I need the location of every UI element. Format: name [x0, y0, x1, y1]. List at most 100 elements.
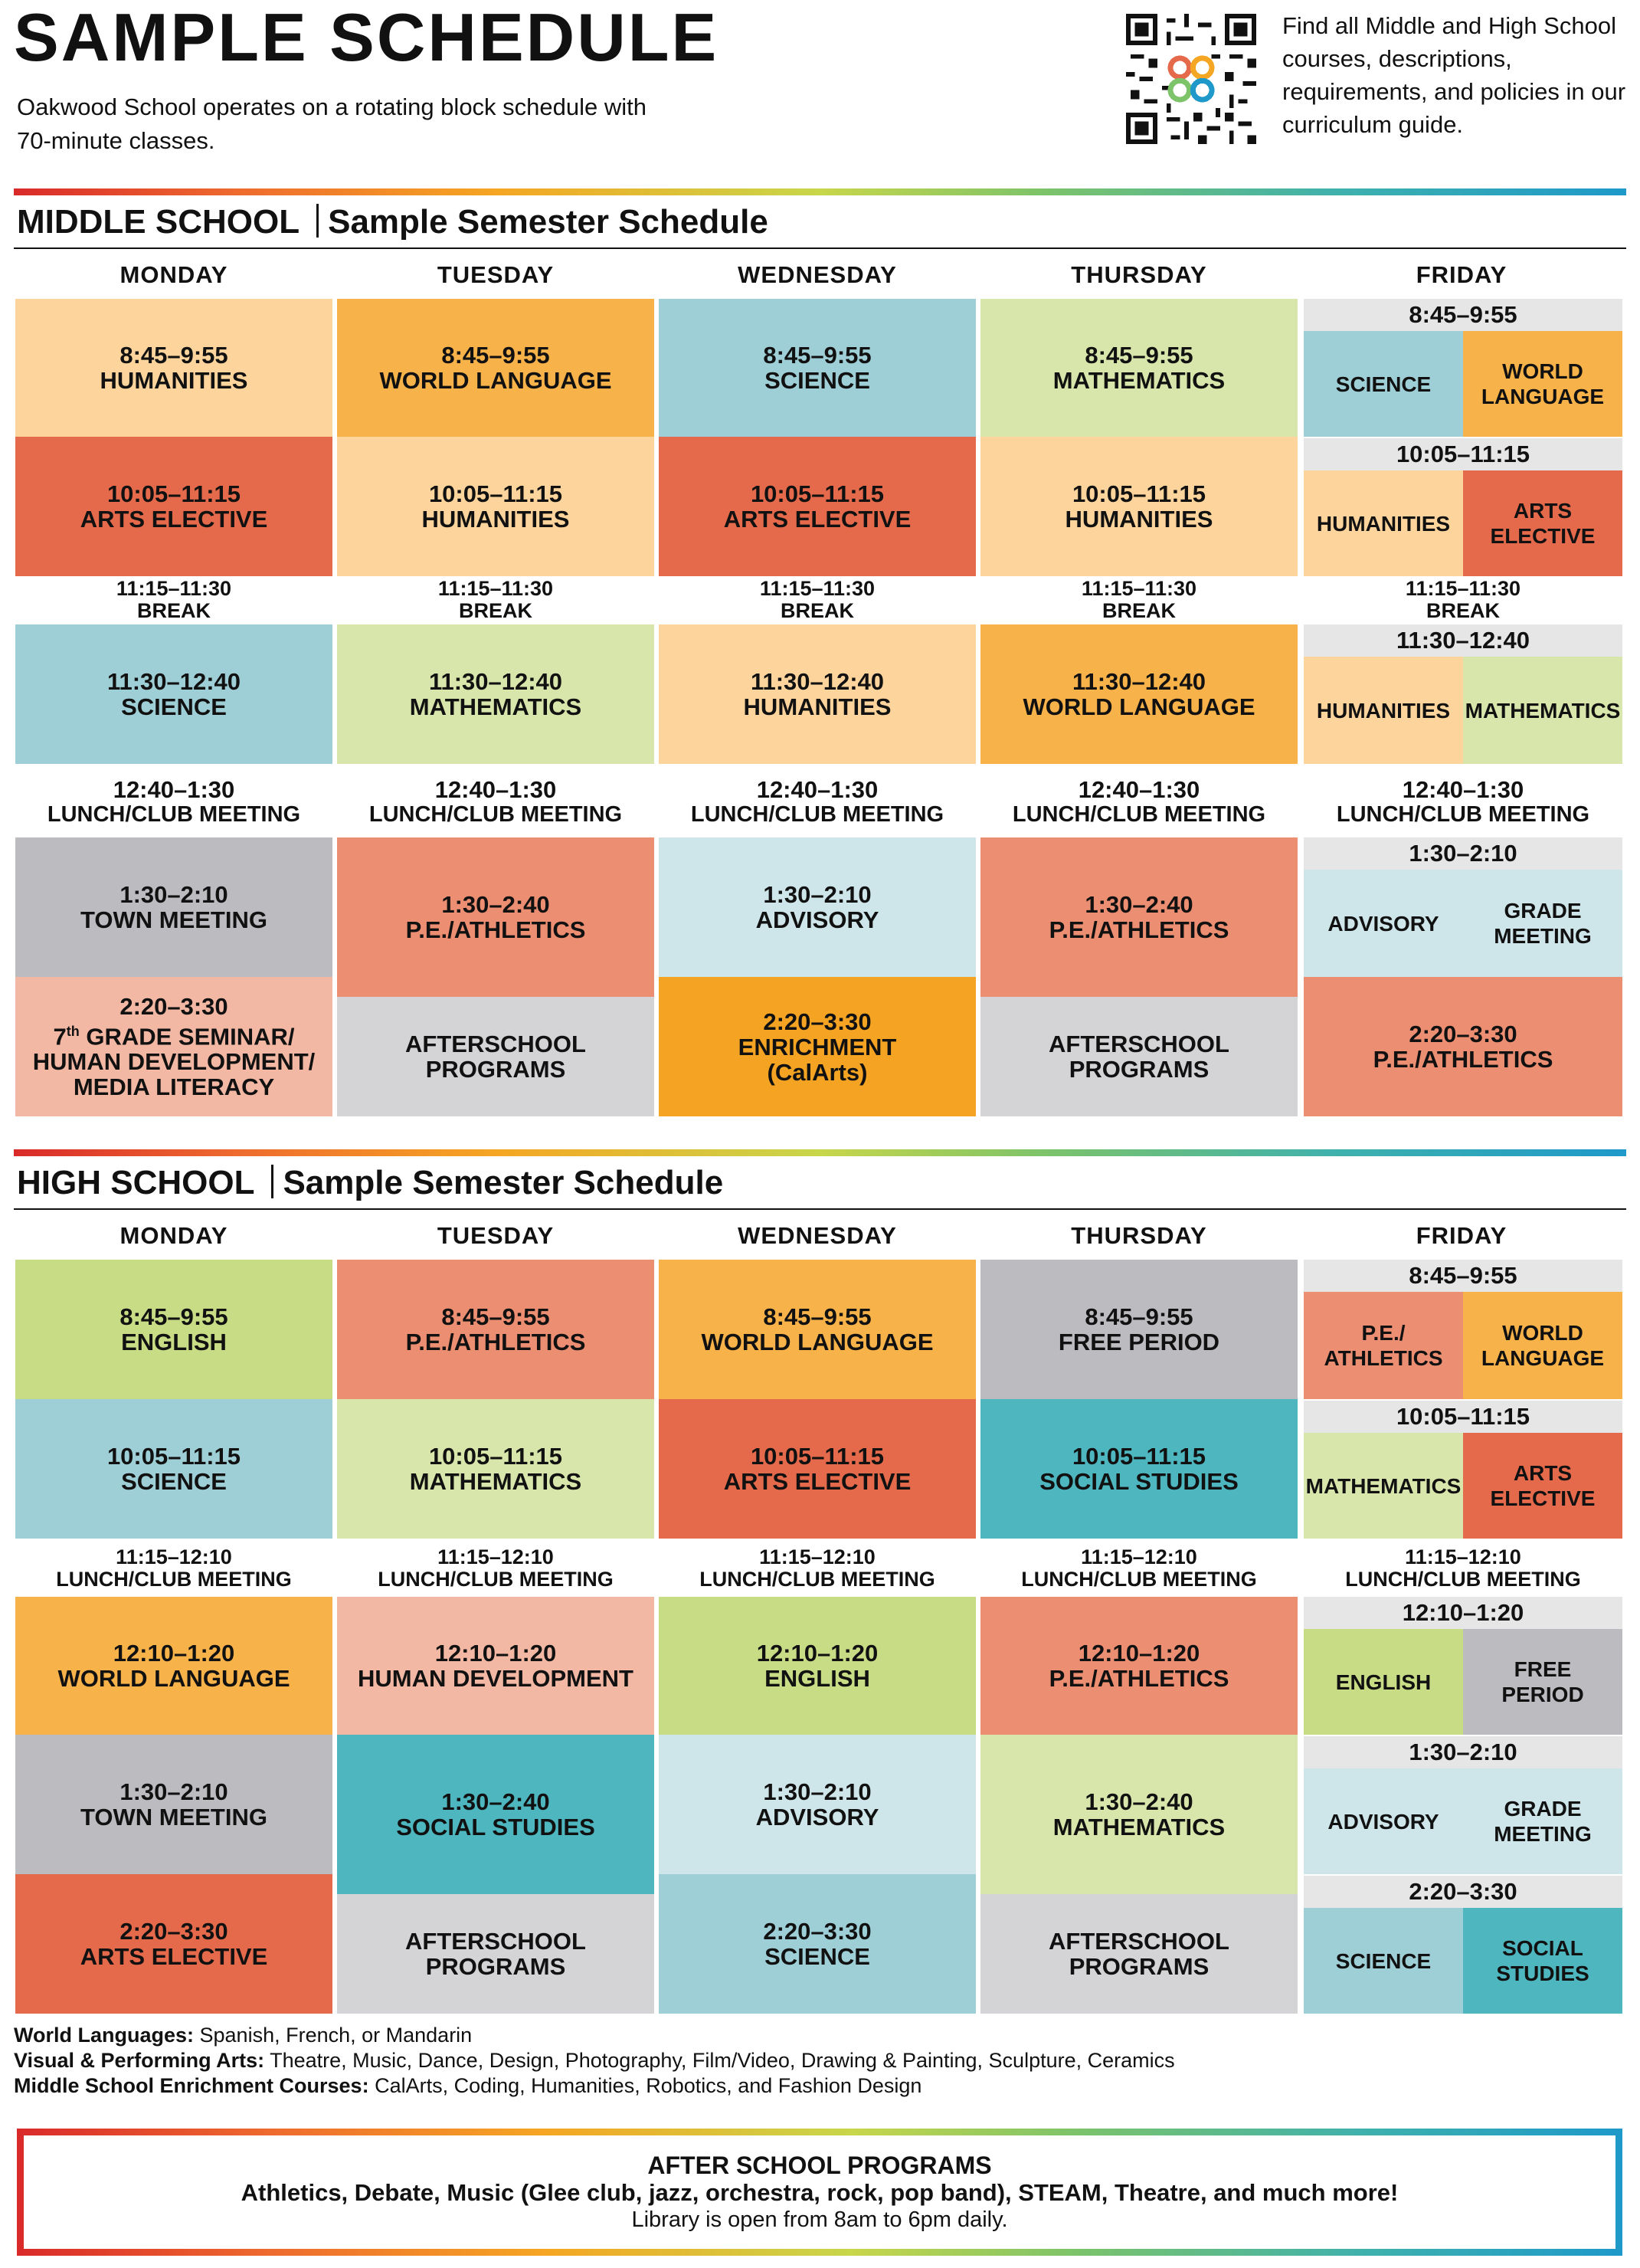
friday-time-header: 1:30–2:10 — [1304, 1736, 1622, 1768]
block-time: 8:45–9:55 — [763, 342, 872, 369]
split-block-left: MATHEMATICS — [1304, 1433, 1463, 1539]
split-block-right: SOCIAL STUDIES — [1463, 1908, 1622, 2014]
block-time: 10:05–11:15 — [750, 480, 885, 507]
day-header-friday: FRIDAY — [1416, 261, 1507, 288]
after-school-banner-inner: AFTER SCHOOL PROGRAMS Athletics, Debate,… — [24, 2135, 1615, 2249]
break-label: 11:15–11:30 BREAK — [659, 578, 976, 622]
day-header-wednesday: WEDNESDAY — [738, 261, 897, 288]
afterschool-block: AFTERSCHOOL PROGRAMS — [337, 997, 654, 1116]
block-time: 12:10–1:20 — [1078, 1640, 1200, 1667]
after-school-program-list: Athletics, Debate, Music (Glee club, jaz… — [241, 2179, 1399, 2206]
block-time: 8:45–9:55 — [441, 342, 550, 369]
block-subject: TOWN MEETING — [80, 906, 267, 933]
afterschool-block: AFTERSCHOOL PROGRAMS — [980, 997, 1298, 1116]
afterschool-block: AFTERSCHOOL PROGRAMS — [337, 1894, 654, 2014]
block-subject: HUMANITIES — [100, 367, 248, 394]
block-time: 8:45–9:55 — [1085, 1303, 1193, 1330]
block-time: 11:30–12:40 — [1072, 668, 1206, 695]
block-time: 10:05–11:15 — [106, 1443, 241, 1470]
block-time: 1:30–2:10 — [119, 1778, 228, 1805]
lunch-label: 12:40–1:30 LUNCH/CLUB MEETING — [980, 774, 1298, 829]
block-subject: HUMANITIES — [743, 693, 892, 720]
lunch-time: 12:40–1:30 — [434, 775, 557, 803]
block-subject: SCIENCE — [121, 1468, 227, 1495]
class-block: 2:20–3:30 SCIENCE — [659, 1874, 976, 2014]
block-subject: MATHEMATICS — [409, 1468, 582, 1495]
break-label: 11:15–11:30 BREAK — [15, 578, 332, 622]
block-time: 1:30–2:10 — [119, 881, 228, 908]
block-time: 2:20–3:30 — [1409, 1021, 1517, 1047]
day-header-friday: FRIDAY — [1416, 1222, 1507, 1249]
class-block: 8:45–9:55 WORLD LANGUAGE — [659, 1260, 976, 1399]
class-block: 8:45–9:55 ENGLISH — [15, 1260, 332, 1399]
block-subject: P.E./ATHLETICS — [405, 1329, 586, 1355]
after-school-banner: AFTER SCHOOL PROGRAMS Athletics, Debate,… — [17, 2129, 1622, 2256]
block-subject: ADVISORY — [755, 1804, 879, 1830]
break-name: BREAK — [136, 599, 211, 622]
section-rule — [14, 1208, 1626, 1210]
lunch-name: LUNCH/CLUB MEETING — [56, 1568, 292, 1591]
qr-code-icon[interactable] — [1126, 14, 1256, 144]
block-subject: ADVISORY — [755, 906, 879, 933]
curriculum-guide-text: Find all Middle and High School courses,… — [1282, 12, 1626, 138]
block-subject: TOWN MEETING — [80, 1804, 267, 1830]
split-block-left: SCIENCE — [1304, 331, 1463, 437]
lunch-label: 11:15–12:10 LUNCH/CLUB MEETING — [337, 1542, 654, 1595]
section-rule — [14, 247, 1626, 249]
day-header-monday: MONDAY — [119, 261, 228, 288]
note-label: World Languages: — [14, 2024, 195, 2047]
break-name: BREAK — [458, 599, 532, 622]
block-time: 8:45–9:55 — [441, 1303, 550, 1330]
split-block-right: ARTS ELECTIVE — [1463, 1433, 1622, 1539]
class-block: 8:45–9:55 FREE PERIOD — [980, 1260, 1298, 1399]
friday-time-header: 11:30–12:40 — [1304, 624, 1622, 657]
split-block-right: WORLD LANGUAGE — [1463, 1292, 1622, 1399]
split-block-right: GRADE MEETING — [1463, 870, 1622, 977]
break-time: 11:15–11:30 — [759, 577, 876, 600]
title-separator — [271, 1165, 274, 1198]
break-time: 11:15–11:30 — [1081, 577, 1197, 600]
class-block: 12:10–1:20 HUMAN DEVELOPMENT — [337, 1597, 654, 1735]
class-block: 10:05–11:15 HUMANITIES — [337, 437, 654, 576]
day-header-thursday: THURSDAY — [1071, 261, 1207, 288]
note-enrichment-courses: Middle School Enrichment Courses: CalArt… — [14, 2073, 1622, 2099]
block-subject: WORLD LANGUAGE — [701, 1329, 934, 1355]
break-time: 11:15–11:30 — [116, 577, 232, 600]
lunch-time: 11:15–12:10 — [759, 1545, 876, 1568]
class-block: 10:05–11:15 ARTS ELECTIVE — [659, 437, 976, 576]
block-subject: P.E./ATHLETICS — [1049, 916, 1229, 943]
lunch-label: 12:40–1:30 LUNCH/CLUB MEETING — [1304, 774, 1622, 829]
day-header-wednesday: WEDNESDAY — [738, 1222, 897, 1249]
block-subject: AFTERSCHOOL PROGRAMS — [1049, 1928, 1229, 1980]
friday-time-header: 12:10–1:20 — [1304, 1597, 1622, 1629]
lunch-name: LUNCH/CLUB MEETING — [368, 801, 623, 827]
grade-number: 7 — [53, 1023, 67, 1050]
lunch-time: 12:40–1:30 — [1402, 775, 1524, 803]
block-subject: P.E./ATHLETICS — [1373, 1046, 1553, 1073]
class-block: 8:45–9:55 SCIENCE — [659, 299, 976, 437]
class-block: 11:30–12:40 SCIENCE — [15, 624, 332, 764]
class-block: 1:30–2:40 MATHEMATICS — [980, 1735, 1298, 1894]
rainbow-divider — [14, 1149, 1626, 1156]
class-block: 10:05–11:15 ARTS ELECTIVE — [659, 1399, 976, 1539]
block-subject: FREE PERIOD — [1058, 1329, 1220, 1355]
class-block: 1:30–2:10 TOWN MEETING — [15, 1735, 332, 1874]
block-time: 11:30–12:40 — [428, 668, 563, 695]
split-block-left: P.E./ ATHLETICS — [1304, 1292, 1463, 1399]
lunch-label: 12:40–1:30 LUNCH/CLUB MEETING — [15, 774, 332, 829]
block-subject: ENRICHMENT — [738, 1033, 897, 1060]
block-subject: ARTS ELECTIVE — [80, 1943, 268, 1970]
rainbow-divider — [14, 188, 1626, 195]
block-subject: MATHEMATICS — [409, 693, 582, 720]
block-subject: SOCIAL STUDIES — [396, 1814, 595, 1840]
library-hours: Library is open from 8am to 6pm daily. — [631, 2207, 1008, 2232]
block-time: 10:05–11:15 — [750, 1443, 885, 1470]
class-block: 8:45–9:55 MATHEMATICS — [980, 299, 1298, 437]
class-block: 8:45–9:55 HUMANITIES — [15, 299, 332, 437]
block-time: 1:30–2:40 — [441, 891, 550, 918]
break-label: 11:15–11:30 BREAK — [980, 578, 1298, 622]
block-time: 10:05–11:15 — [106, 480, 241, 507]
section-title-high-school: HIGH SCHOOL Sample Semester Schedule — [17, 1162, 723, 1204]
block-time: 1:30–2:10 — [763, 881, 872, 908]
class-block: 2:20–3:30 ARTS ELECTIVE — [15, 1874, 332, 2014]
